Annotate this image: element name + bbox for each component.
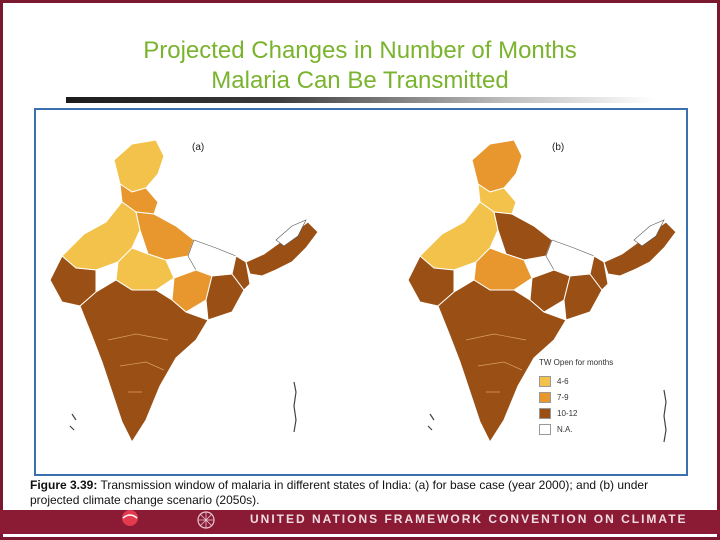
footer-org-name: UNITED NATIONS FRAMEWORK CONVENTION ON C… (250, 512, 690, 526)
region-south (437, 279, 567, 444)
islands-andaman (293, 381, 297, 433)
region-north (113, 139, 165, 193)
region-gujarat (407, 255, 455, 307)
legend-item: N.A. (539, 421, 659, 437)
legend-swatch (539, 407, 551, 419)
region-north (471, 139, 523, 193)
caption-label: Figure 3.39: (30, 478, 98, 492)
figure-panel: (a) (b) (34, 108, 688, 476)
region-south (79, 279, 209, 444)
legend-swatch (539, 375, 551, 387)
region-northeast (603, 221, 677, 277)
legend-item: 10-12 (539, 405, 659, 421)
caption-text: Transmission window of malaria in differ… (30, 478, 649, 507)
title-line-1: Projected Changes in Number of Months (143, 37, 577, 64)
region-northeast-na (633, 219, 665, 247)
india-map-base-case (49, 139, 319, 444)
state-boundaries (107, 333, 169, 393)
un-emblem-icon (197, 511, 215, 529)
islands-andaman (663, 389, 667, 443)
legend-label: 10-12 (557, 408, 578, 418)
legend-swatch (539, 391, 551, 403)
state-boundaries (465, 333, 527, 393)
islands-lakshadweep (427, 413, 435, 431)
panel-a-label: (a) (192, 142, 205, 153)
legend-item: 4-6 (539, 373, 659, 389)
region-gujarat (49, 255, 97, 307)
region-northeast-na (275, 219, 307, 247)
legend-label: 4-6 (557, 376, 569, 386)
india-map-2050s (407, 139, 677, 444)
legend-item: 7-9 (539, 389, 659, 405)
region-bengal (589, 255, 609, 291)
legend-title: TW Open for months (539, 358, 614, 367)
figure-caption: Figure 3.39: Transmission window of mala… (30, 478, 690, 510)
unfccc-logo-icon (122, 510, 138, 526)
panel-b-label: (b) (552, 142, 565, 153)
legend-swatch (539, 423, 551, 435)
legend-label: N.A. (557, 424, 573, 434)
title-line-2: Malaria Can Be Transmitted (211, 67, 509, 94)
legend-label: 7-9 (557, 392, 569, 402)
footer-band (0, 510, 720, 534)
region-northeast (245, 221, 319, 277)
slide-title: Projected Changes in Number of Months Ma… (40, 36, 680, 96)
map-legend: TW Open for months 4-6 7-9 10-12 N.A. (539, 358, 659, 437)
islands-lakshadweep (69, 413, 77, 431)
region-bengal (231, 255, 251, 291)
title-underline-bar (66, 97, 656, 103)
